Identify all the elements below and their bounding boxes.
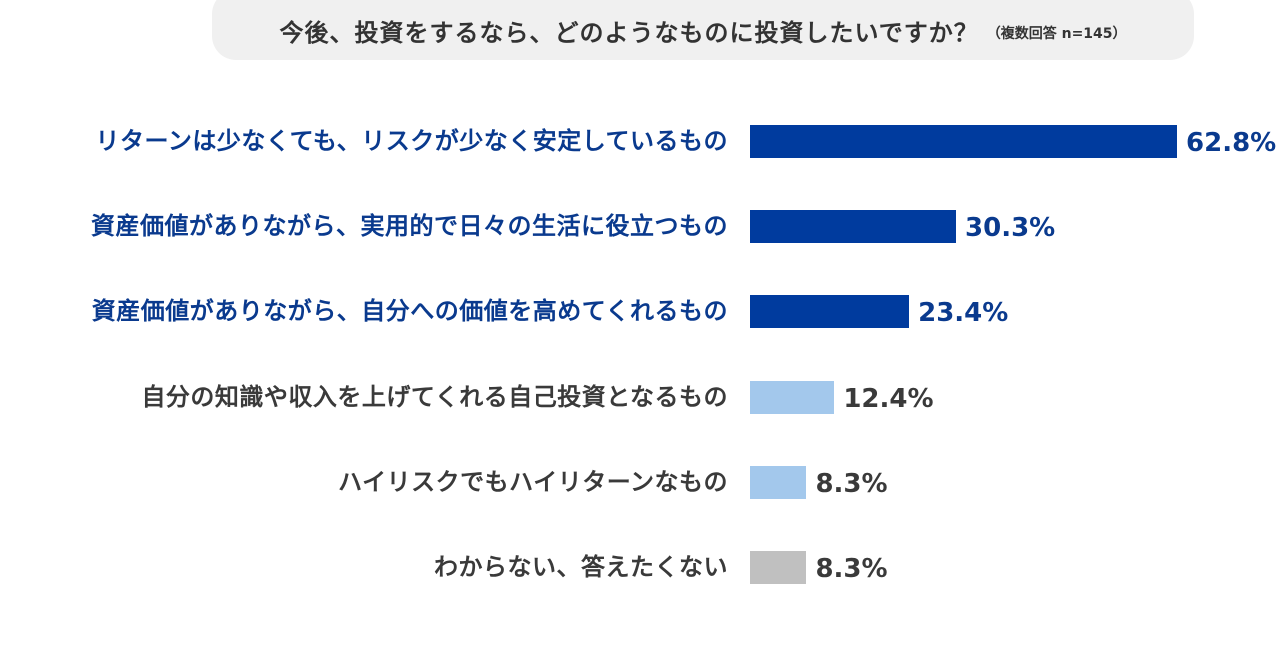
bar-row: リターンは少なくても、リスクが少なく安定しているもの 62.8% (0, 123, 1280, 159)
bar (750, 295, 910, 328)
bar-row: 自分の知識や収入を上げてくれる自己投資となるもの 12.4% (0, 379, 1280, 415)
value-label: 62.8% (1186, 128, 1277, 158)
category-label: わからない、答えたくない (434, 553, 728, 581)
chart-title: 今後、投資をするなら、どのようなものに投資したいですか？ (279, 18, 979, 47)
bar (750, 381, 835, 414)
chart-sample-note: （複数回答 n=145） (986, 26, 1127, 42)
value-label: 30.3% (965, 213, 1056, 243)
value-label: 8.3% (815, 469, 888, 499)
value-label: 12.4% (843, 384, 934, 414)
bar (750, 466, 807, 499)
bar-row: 資産価値がありながら、実用的で日々の生活に役立つもの 30.3% (0, 208, 1280, 244)
category-label: 自分の知識や収入を上げてくれる自己投資となるもの (141, 383, 728, 411)
category-label: リターンは少なくても、リスクが少なく安定しているもの (95, 127, 728, 155)
category-label: 資産価値がありながら、自分への価値を高めてくれるもの (91, 297, 728, 325)
bar-row: ハイリスクでもハイリターンなもの 8.3% (0, 464, 1280, 500)
bar (750, 125, 1178, 158)
value-label: 23.4% (918, 298, 1009, 328)
category-label: ハイリスクでもハイリターンなもの (338, 468, 728, 496)
bar-row: 資産価値がありながら、自分への価値を高めてくれるもの 23.4% (0, 293, 1280, 329)
category-label: 資産価値がありながら、実用的で日々の生活に役立つもの (91, 212, 728, 240)
bar-row: わからない、答えたくない 8.3% (0, 549, 1280, 585)
chart-title-box: 今後、投資をするなら、どのようなものに投資したいですか？ （複数回答 n=145… (212, 0, 1194, 60)
value-label: 8.3% (815, 554, 888, 584)
bar (750, 551, 807, 584)
bar (750, 210, 957, 243)
